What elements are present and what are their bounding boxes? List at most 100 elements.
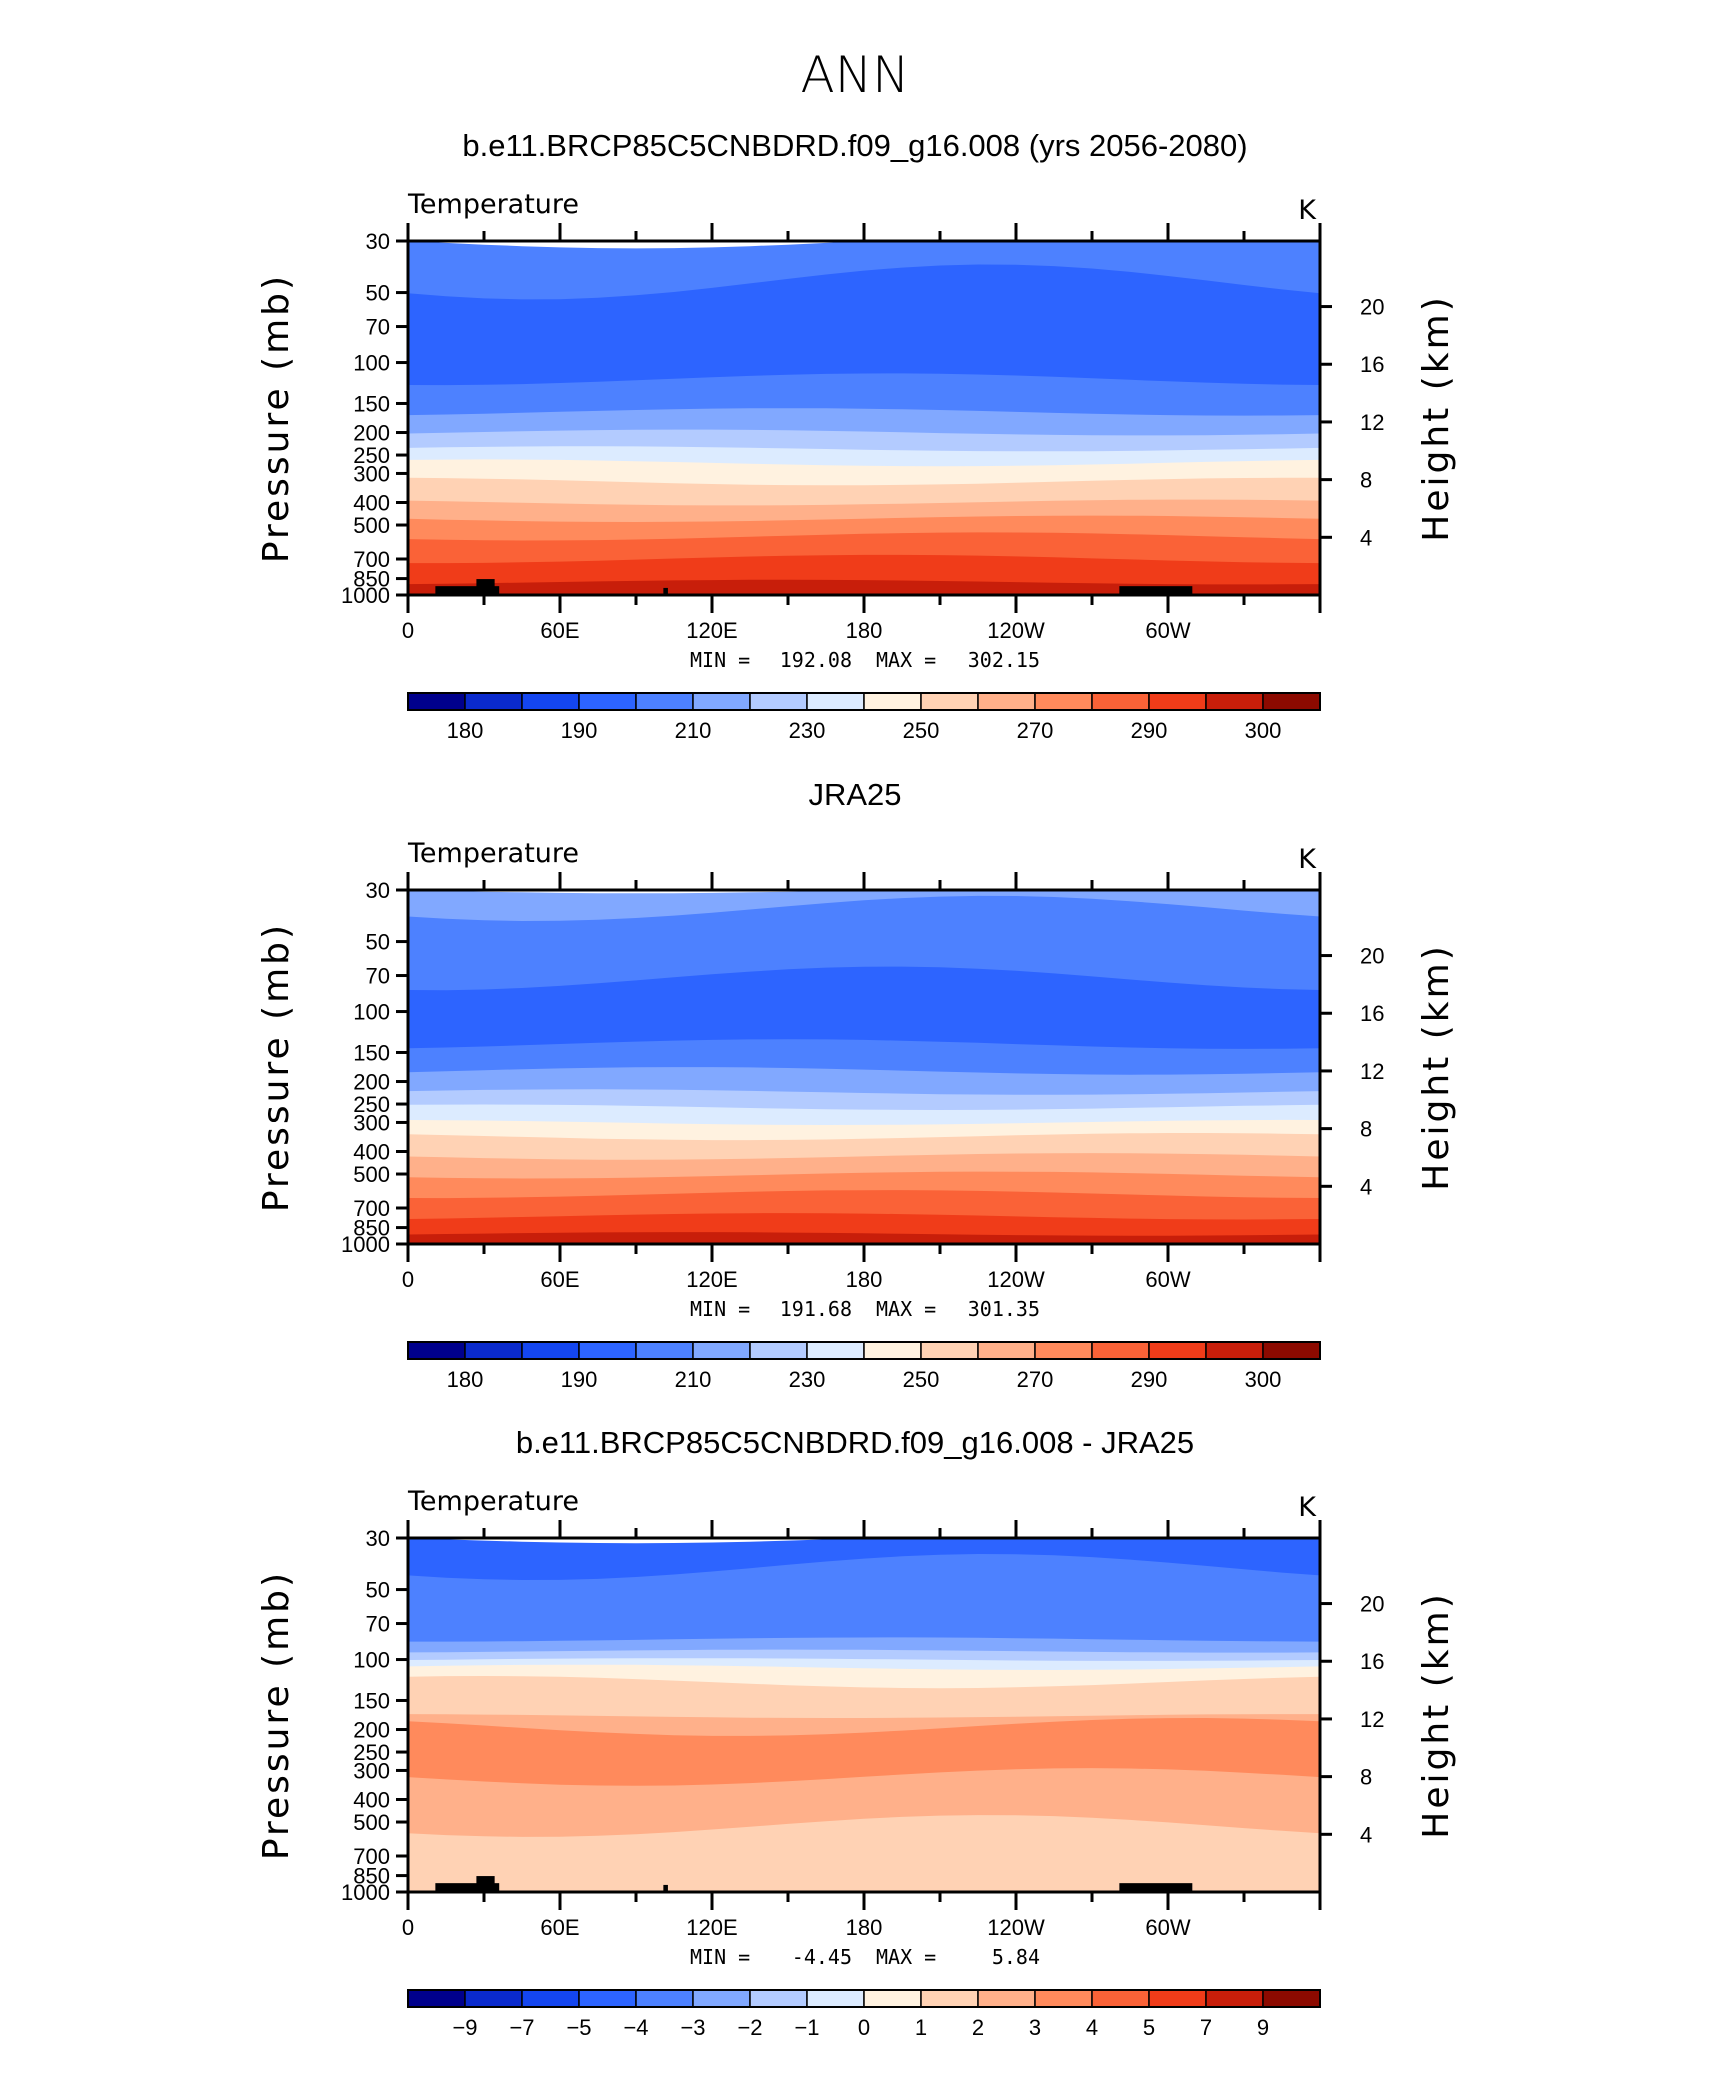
colorbar-label: 180 (447, 718, 484, 743)
colorbar-swatch (521, 1989, 580, 2008)
contour-band (408, 1815, 1320, 1892)
y2-axis-label: Height (km) (1416, 1591, 1457, 1838)
colorbar-label: 1 (915, 2015, 927, 2040)
y2-tick-label: 20 (1360, 1592, 1384, 1617)
colorbar-label: 180 (447, 1367, 484, 1392)
stats-min-value: 191.68 (780, 1297, 852, 1321)
colorbar-swatch (749, 1989, 808, 2008)
y2-tick-label: 16 (1360, 1649, 1384, 1674)
y-tick-label: 200 (353, 421, 390, 446)
colorbar-swatch (407, 1341, 466, 1360)
y-tick-label: 250 (353, 443, 390, 468)
stats: MIN = 191.68 MAX = 301.35 (690, 1297, 1040, 1321)
y-tick-label: 100 (353, 351, 390, 376)
y-tick-label: 500 (353, 1810, 390, 1835)
y-tick-label: 30 (366, 229, 390, 254)
colorbar-swatch (1091, 1989, 1150, 2008)
colorbar-swatch (464, 692, 523, 711)
panel-2: JRA25 Temperature K 0 60E 120E 180 120W 60W 30 50 7… (256, 777, 1457, 1392)
contour-bands (408, 890, 1320, 1244)
panel-title: JRA25 (808, 777, 901, 812)
colorbar-swatch (1034, 692, 1093, 711)
colorbar-swatch (1034, 1989, 1093, 2008)
x-tick-label: 120E (686, 1915, 737, 1940)
colorbar-swatch (1091, 692, 1150, 711)
y-tick-label: 850 (353, 1216, 390, 1241)
y-tick-label: 500 (353, 513, 390, 538)
colorbar: 180 190 210 230 250 270 290 300 (407, 1341, 1321, 1392)
panel-title: b.e11.BRCP85C5CNBDRD.f09_g16.008 - JRA25 (516, 1425, 1194, 1460)
colorbar-swatch (1034, 1341, 1093, 1360)
y-tick-label: 400 (353, 1139, 390, 1164)
colorbar-label: 210 (675, 1367, 712, 1392)
colorbar-swatch (692, 1989, 751, 2008)
x-tick-label: 120W (987, 1915, 1045, 1940)
stats-min-label: MIN = (690, 1297, 750, 1321)
y2-axis-label: Height (km) (1416, 294, 1457, 541)
colorbar-swatch (1205, 1341, 1264, 1360)
colorbar-swatch (806, 1341, 865, 1360)
colorbar-swatch (863, 1989, 922, 2008)
y-tick-label: 500 (353, 1162, 390, 1187)
x-axis: 0 60E 120E 180 120W 60W (402, 872, 1322, 1292)
x-tick-label: 0 (402, 618, 414, 643)
panel-1: b.e11.BRCP85C5CNBDRD.f09_g16.008 (yrs 20… (256, 128, 1457, 743)
y2-tick-label: 12 (1360, 1059, 1384, 1084)
colorbar-swatch (920, 1989, 979, 2008)
y2-tick-label: 20 (1360, 295, 1384, 320)
y-axis-label: Pressure (mb) (256, 273, 297, 563)
colorbar-label: 300 (1245, 718, 1282, 743)
y2-tick-label: 12 (1360, 1707, 1384, 1732)
colorbar-swatch (977, 1341, 1036, 1360)
colorbar-swatch (635, 692, 694, 711)
x-tick-label: 180 (846, 1267, 883, 1292)
colorbar-swatch (578, 692, 637, 711)
colorbar-swatch (1148, 692, 1207, 711)
stats-max-label: MAX = (876, 648, 936, 672)
y-tick-label: 250 (353, 1740, 390, 1765)
colorbar-swatch (1262, 1341, 1321, 1360)
colorbar-label: −1 (794, 2015, 819, 2040)
colorbar-label: 0 (858, 2015, 870, 2040)
panel-title: b.e11.BRCP85C5CNBDRD.f09_g16.008 (yrs 20… (462, 128, 1247, 163)
colorbar-label: 270 (1017, 718, 1054, 743)
colorbar-swatch (1262, 1989, 1321, 2008)
stats-max-value: 5.84 (992, 1945, 1040, 1969)
topography-block (435, 1883, 500, 1892)
colorbar-label: 300 (1245, 1367, 1282, 1392)
topography-block (435, 586, 500, 595)
y-tick-label: 70 (366, 315, 390, 340)
stats: MIN = 192.08 MAX = 302.15 (690, 648, 1040, 672)
y-axis-right: 20 16 12 8 4 Height (km) (1320, 294, 1457, 550)
colorbar-label: −7 (509, 2015, 534, 2040)
colorbar-label: −2 (737, 2015, 762, 2040)
y2-tick-label: 12 (1360, 410, 1384, 435)
y2-tick-label: 16 (1360, 352, 1384, 377)
colorbar-swatch (578, 1341, 637, 1360)
y-tick-label: 70 (366, 1612, 390, 1637)
y2-tick-label: 4 (1360, 525, 1372, 550)
colorbar-label: 210 (675, 718, 712, 743)
y-tick-label: 50 (366, 281, 390, 306)
y-tick-label: 50 (366, 1578, 390, 1603)
colorbar-swatch (1205, 692, 1264, 711)
x-tick-label: 60E (540, 1915, 579, 1940)
y-tick-label: 70 (366, 964, 390, 989)
colorbar: 180 190 210 230 250 270 290 300 (407, 692, 1321, 743)
y-tick-label: 400 (353, 490, 390, 515)
topography-block (1119, 1883, 1193, 1892)
x-tick-label: 120E (686, 618, 737, 643)
colorbar-swatch (635, 1989, 694, 2008)
contour-band (408, 1232, 1320, 1244)
colorbar-swatch (635, 1341, 694, 1360)
panel-3: b.e11.BRCP85C5CNBDRD.f09_g16.008 - JRA25… (256, 1425, 1457, 2040)
colorbar-swatch (1148, 1989, 1207, 2008)
x-tick-label: 180 (846, 618, 883, 643)
variable-label: Temperature (407, 1486, 579, 1517)
colorbar-swatch (806, 692, 865, 711)
colorbar-label: 230 (789, 718, 826, 743)
y-tick-label: 100 (353, 1000, 390, 1025)
stats-max-label: MAX = (876, 1297, 936, 1321)
y-tick-label: 300 (353, 1110, 390, 1135)
